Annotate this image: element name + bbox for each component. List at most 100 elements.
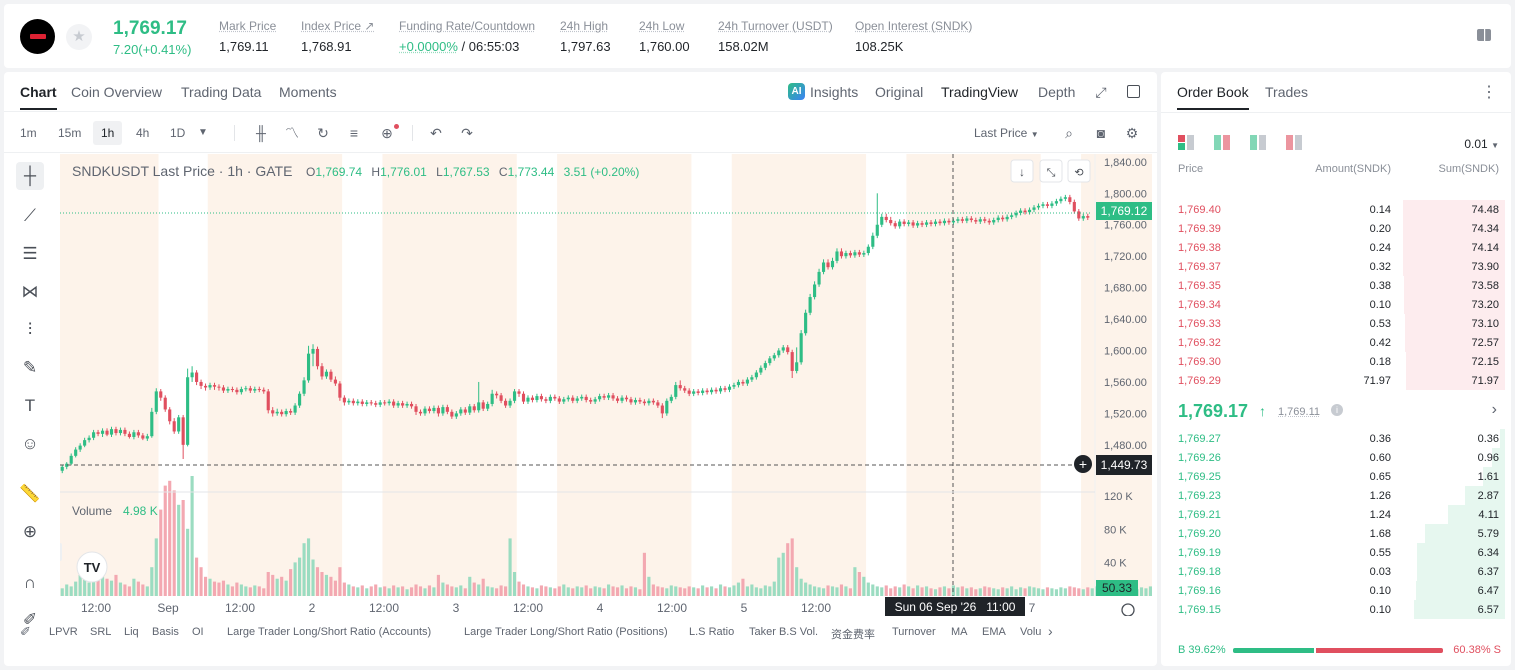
redo-icon[interactable]: ↷ bbox=[461, 125, 473, 141]
tab-coin-overview[interactable]: Coin Overview bbox=[71, 84, 163, 100]
fullscreen-icon[interactable]: ⤢ bbox=[1095, 84, 1107, 100]
ask-row[interactable]: 1,769.35 0.38 73.58 bbox=[1161, 276, 1511, 295]
view-both-icon[interactable] bbox=[1178, 135, 1194, 150]
ask-row[interactable]: 1,769.39 0.20 74.34 bbox=[1161, 219, 1511, 238]
indicator-srl[interactable]: SRL bbox=[90, 626, 112, 638]
ask-row[interactable]: 1,769.29 71.97 71.97 bbox=[1161, 371, 1511, 390]
chevron-right-icon[interactable]: › bbox=[1048, 623, 1053, 639]
chevron-right-icon[interactable]: › bbox=[1491, 401, 1497, 418]
view-asks-icon[interactable] bbox=[1286, 135, 1302, 150]
price-type-select[interactable]: Last Price ▼ bbox=[974, 126, 1039, 140]
interval-1m[interactable]: 1m bbox=[20, 126, 37, 140]
ask-row[interactable]: 1,769.30 0.18 72.15 bbox=[1161, 352, 1511, 371]
time-axis[interactable]: 12:00 Sep 12:00 2 12:00 3 12:00 4 12:00 5 12:00 7 bbox=[81, 601, 1036, 615]
bid-row[interactable]: 1,769.26 0.60 0.96 bbox=[1161, 448, 1511, 467]
view-mixed-icon[interactable] bbox=[1214, 135, 1230, 150]
screenshot-icon[interactable]: ◙ bbox=[1096, 125, 1106, 141]
window-mode-icon[interactable] bbox=[1127, 85, 1140, 98]
interval-4h[interactable]: 4h bbox=[136, 126, 150, 140]
tab-order-book[interactable]: Order Book bbox=[1177, 84, 1249, 110]
more-options-icon[interactable]: ⋮ bbox=[1481, 84, 1497, 101]
view-depth[interactable]: Depth bbox=[1038, 84, 1076, 100]
bid-row[interactable]: 1,769.16 0.10 6.47 bbox=[1161, 581, 1511, 600]
indicator-funding-rate[interactable]: 资金费率 bbox=[831, 629, 875, 641]
indicators-icon[interactable]: 〽 bbox=[285, 125, 299, 141]
indicator-ema[interactable]: EMA bbox=[982, 626, 1006, 638]
ask-row[interactable]: 1,769.32 0.42 72.57 bbox=[1161, 333, 1511, 352]
bid-row[interactable]: 1,769.25 0.65 1.61 bbox=[1161, 467, 1511, 486]
index-price-stat[interactable]: Index Price ↗ 1,768.91 bbox=[301, 19, 374, 54]
prediction-tool-icon[interactable]: ⫶ bbox=[27, 320, 33, 339]
bid-row[interactable]: 1,769.15 0.10 6.57 bbox=[1161, 600, 1511, 619]
view-bids-icon[interactable] bbox=[1250, 135, 1266, 150]
indicator-basis[interactable]: Basis bbox=[152, 626, 179, 638]
price-axis[interactable]: 1,840.00 1,800.00 1,760.00 1,720.00 1,680.00… bbox=[1104, 157, 1147, 452]
ask-row[interactable]: 1,769.33 0.53 73.10 bbox=[1161, 314, 1511, 333]
ruler-icon[interactable]: 📏 bbox=[19, 484, 41, 503]
tradingview-logo[interactable] bbox=[76, 551, 108, 583]
indicator-liq[interactable]: Liq bbox=[124, 626, 139, 638]
tab-moments[interactable]: Moments bbox=[279, 84, 337, 100]
indicator-turnover[interactable]: Turnover bbox=[892, 626, 936, 638]
favorite-star-icon[interactable]: ★ bbox=[66, 24, 92, 50]
pencil-icon[interactable]: ✐ bbox=[20, 624, 31, 639]
ai-insights-icon[interactable]: AI bbox=[788, 83, 805, 100]
indicator-ls-ratio[interactable]: L.S Ratio bbox=[689, 626, 735, 638]
ask-row[interactable]: 1,769.40 0.14 74.48 bbox=[1161, 200, 1511, 219]
indicator-oi[interactable]: OI bbox=[192, 626, 204, 638]
index-price-label[interactable]: Index Price ↗ bbox=[301, 19, 375, 33]
indicator-ma[interactable]: MA bbox=[951, 626, 968, 638]
interval-1h[interactable]: 1h bbox=[93, 121, 123, 145]
ask-row[interactable]: 1,769.37 0.32 73.90 bbox=[1161, 257, 1511, 276]
guide-book-icon[interactable] bbox=[1475, 26, 1493, 44]
compare-icon[interactable]: ↻ bbox=[317, 125, 329, 141]
mid-price-row[interactable]: 1,769.17 ↑ 1,769.11 i › bbox=[1161, 398, 1511, 424]
precision-select[interactable]: 0.01 ▼ bbox=[1464, 137, 1499, 151]
lock-drawing-icon[interactable]: ✐ bbox=[22, 610, 38, 629]
indicator-large-trader-accounts[interactable]: Large Trader Long/Short Ratio (Accounts) bbox=[227, 626, 432, 638]
tab-trades[interactable]: Trades bbox=[1265, 84, 1309, 100]
add-indicator-icon[interactable]: ⊕ bbox=[381, 125, 393, 141]
price-chart[interactable]: 1,840.00 1,800.00 1,760.00 1,720.00 1,680.00… bbox=[60, 154, 1152, 616]
bid-row[interactable]: 1,769.27 0.36 0.36 bbox=[1161, 429, 1511, 448]
candle-type-icon[interactable]: ╫ bbox=[256, 125, 266, 141]
text-tool-icon[interactable]: T bbox=[24, 396, 36, 415]
bid-row[interactable]: 1,769.21 1.24 4.11 bbox=[1161, 505, 1511, 524]
reset-view-button[interactable] bbox=[1067, 159, 1091, 183]
shield-info-icon[interactable]: i bbox=[1331, 404, 1343, 416]
indicator-large-trader-positions[interactable]: Large Trader Long/Short Ratio (Positions… bbox=[464, 626, 668, 638]
view-tradingview[interactable]: TradingView bbox=[941, 84, 1019, 100]
templates-icon[interactable]: ≡ bbox=[349, 125, 359, 141]
interval-15m[interactable]: 15m bbox=[58, 126, 82, 140]
tab-trading-data[interactable]: Trading Data bbox=[181, 84, 262, 100]
indicator-volume[interactable]: Volu bbox=[1020, 626, 1042, 638]
indicator-taker-bs-vol[interactable]: Taker B.S Vol. bbox=[749, 626, 819, 638]
interval-dropdown-icon[interactable]: ▼ bbox=[198, 127, 208, 138]
ask-row[interactable]: 1,769.34 0.10 73.20 bbox=[1161, 295, 1511, 314]
view-insights[interactable]: Insights bbox=[810, 84, 859, 100]
zoom-in-icon[interactable]: ⊕ bbox=[22, 522, 38, 541]
ask-row[interactable]: 1,769.38 0.24 74.14 bbox=[1161, 238, 1511, 257]
sidebar-collapse-handle[interactable] bbox=[60, 543, 62, 561]
add-alert-icon[interactable] bbox=[1074, 455, 1092, 473]
bid-row[interactable]: 1,769.18 0.03 6.37 bbox=[1161, 562, 1511, 581]
search-icon[interactable]: ⌕ bbox=[1065, 125, 1073, 141]
trend-line-icon[interactable]: ⟋ bbox=[24, 206, 36, 225]
tab-chart[interactable]: Chart bbox=[20, 84, 57, 110]
scroll-to-latest-button[interactable] bbox=[1010, 159, 1034, 183]
emoji-icon[interactable]: ☺ bbox=[21, 434, 39, 453]
collapse-button[interactable] bbox=[1039, 159, 1063, 183]
settings-gear-icon[interactable]: ⚙ bbox=[1125, 125, 1139, 141]
undo-icon[interactable]: ↶ bbox=[430, 125, 442, 141]
bid-row[interactable]: 1,769.23 1.26 2.87 bbox=[1161, 486, 1511, 505]
crosshair-icon[interactable]: ┼ bbox=[16, 162, 44, 190]
indicator-lpvr[interactable]: LPVR bbox=[49, 626, 78, 638]
fib-tool-icon[interactable]: ☰ bbox=[22, 244, 38, 263]
magnet-icon[interactable]: ∩ bbox=[23, 573, 37, 592]
view-original[interactable]: Original bbox=[875, 84, 924, 100]
axis-settings-icon[interactable] bbox=[1121, 603, 1135, 616]
interval-1d[interactable]: 1D bbox=[170, 126, 186, 140]
brush-icon[interactable]: ✎ bbox=[22, 358, 38, 377]
bid-row[interactable]: 1,769.19 0.55 6.34 bbox=[1161, 543, 1511, 562]
pattern-tool-icon[interactable]: ⋈ bbox=[21, 282, 39, 301]
